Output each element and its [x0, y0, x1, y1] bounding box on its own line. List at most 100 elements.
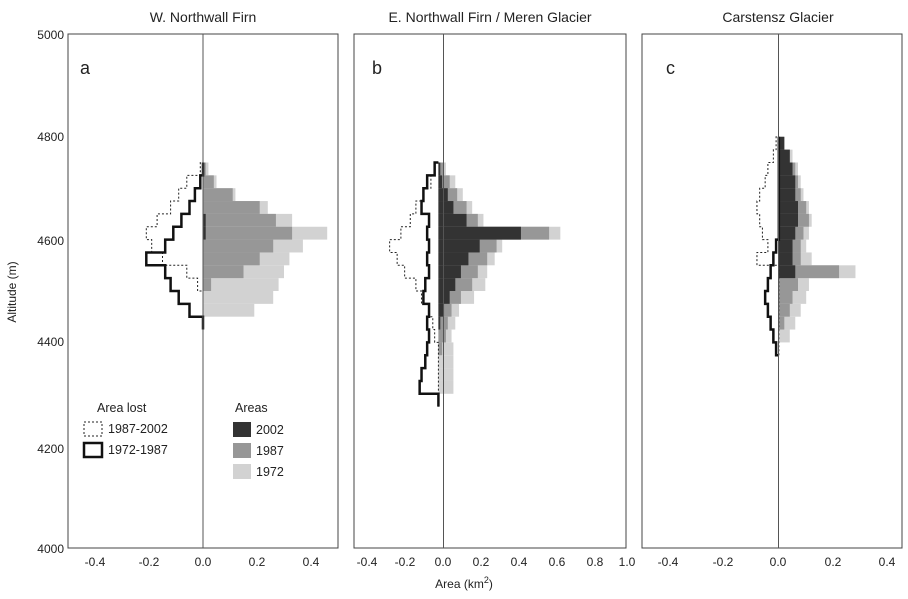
area-bar-1987 — [778, 316, 785, 330]
x-tick-label: 0.4 — [879, 555, 896, 569]
y-tick-label: 4800 — [37, 130, 64, 144]
legend-title-area-lost: Area lost — [97, 401, 147, 415]
x-tick-labels: -0.4 -0.2 0.0 0.2 0.4 — [85, 555, 320, 569]
legend-swatch-2002 — [233, 422, 251, 437]
area-bar-2002 — [778, 201, 798, 214]
area-bar-2002 — [438, 265, 461, 279]
area-bar-2002 — [438, 252, 469, 266]
area-bar-2002 — [438, 278, 456, 291]
area-bar-2002 — [778, 239, 793, 253]
area-bar-2002 — [203, 213, 206, 227]
area-bar-2002 — [778, 162, 793, 176]
area-bar-1987 — [203, 175, 214, 189]
legend-label-lost-solid: 1972-1987 — [108, 443, 168, 457]
legend-label-1972: 1972 — [256, 465, 284, 479]
area-lost-outlines — [145, 162, 205, 330]
area-bar-1987 — [438, 329, 446, 343]
x-tick-label: 0.0 — [435, 555, 452, 569]
x-tick-label: -0.2 — [139, 555, 160, 569]
y-tick-labels: 4000 4200 4400 4600 4800 5000 — [37, 28, 64, 556]
area-bar-1987 — [778, 291, 793, 304]
area-bar-1987 — [438, 162, 445, 176]
x-tick-label: 0.0 — [195, 555, 212, 569]
area-bar-2002 — [778, 213, 798, 227]
area-bar-1972 — [438, 342, 454, 356]
y-tick-label: 4600 — [37, 234, 64, 248]
area-bar-2002 — [438, 162, 441, 176]
x-tick-label: 0.2 — [473, 555, 490, 569]
panel-c: Carstensz Glacier c -0.4 -0.2 0.0 0.2 0.… — [641, 9, 903, 569]
panel-letter: b — [372, 58, 382, 78]
panel-letter: c — [666, 58, 675, 78]
area-bar-2002 — [778, 265, 796, 279]
x-tick-labels: -0.4 -0.2 0.0 0.2 0.4 — [658, 555, 896, 569]
legend: Area lost 1987-2002 1972-1987 Areas 2002… — [82, 401, 284, 479]
panel-frame — [641, 33, 903, 549]
area-lost-1972-1987-outline — [145, 162, 205, 330]
area-bar-1987 — [203, 239, 274, 253]
area-bar-1987 — [203, 265, 244, 279]
area-lost-1987-2002-outline — [756, 136, 780, 356]
area-bar-1987 — [203, 201, 260, 214]
x-tick-label: -0.2 — [395, 555, 416, 569]
area-bar-1972 — [438, 355, 454, 369]
area-bar-1972 — [438, 380, 454, 394]
legend-title-areas: Areas — [235, 401, 268, 415]
area-bar-1987 — [203, 252, 260, 266]
area-bars — [203, 162, 328, 317]
x-tick-label: -0.4 — [658, 555, 679, 569]
area-bar-2002 — [438, 316, 441, 330]
area-bar-2002 — [438, 213, 467, 227]
x-tick-label: 0.0 — [770, 555, 787, 569]
x-axis-title-sup: 2 — [484, 575, 489, 585]
panel-title: E. Northwall Firn / Meren Glacier — [388, 9, 591, 25]
x-tick-label: 0.6 — [549, 555, 566, 569]
x-tick-label: -0.4 — [85, 555, 106, 569]
area-bar-2002 — [778, 136, 785, 150]
area-bar-2002 — [438, 175, 443, 189]
area-bar-1972 — [438, 368, 454, 381]
x-tick-label: 0.2 — [825, 555, 842, 569]
area-bar-1987 — [203, 188, 233, 202]
legend-swatch-1972 — [233, 464, 251, 479]
area-bar-1987 — [203, 162, 206, 176]
area-bar-1972 — [778, 329, 790, 343]
y-tick-label: 4200 — [37, 442, 64, 456]
panel-b: E. Northwall Firn / Meren Glacier b -0.4… — [353, 9, 636, 569]
area-bar-2002 — [438, 201, 454, 214]
area-bar-2002 — [438, 291, 450, 304]
panel-a: W. Northwall Firn a -0.4 -0.2 0.0 0.2 0.… — [67, 9, 339, 569]
x-tick-label: 0.4 — [303, 555, 320, 569]
area-bar-2002 — [438, 239, 480, 253]
area-lost-1972-1987-outline — [418, 161, 440, 407]
x-tick-label: 0.2 — [249, 555, 266, 569]
area-lost-outlines — [389, 161, 440, 407]
area-bar-2002 — [778, 149, 790, 163]
x-tick-label: 1.0 — [619, 555, 636, 569]
area-bar-1987 — [203, 213, 276, 227]
panel-title: W. Northwall Firn — [150, 9, 257, 25]
legend-swatch-1987 — [233, 443, 251, 458]
y-tick-label: 4000 — [37, 542, 64, 556]
area-bar-1987 — [438, 342, 443, 356]
area-bar-2002 — [438, 226, 521, 240]
area-bar-1987 — [778, 303, 790, 317]
x-tick-label: -0.4 — [357, 555, 378, 569]
legend-label-1987: 1987 — [256, 444, 284, 458]
legend-label-lost-dotted: 1987-2002 — [108, 422, 168, 436]
area-bar-1972 — [203, 278, 279, 291]
area-bar-1987 — [438, 175, 450, 189]
x-axis-title: Area (km2) — [435, 575, 493, 591]
area-bar-2002 — [438, 303, 445, 317]
x-axis-title-main: Area (km — [435, 577, 484, 591]
y-tick-label: 4400 — [37, 335, 64, 349]
area-bar-2002 — [203, 226, 206, 240]
area-bar-1987 — [778, 278, 798, 291]
legend-swatch-lost-solid — [82, 441, 104, 459]
area-bar-2002 — [778, 252, 793, 266]
x-tick-labels: -0.4 -0.2 0.0 0.2 0.4 0.6 0.8 1.0 — [357, 555, 636, 569]
area-bar-1972 — [203, 303, 255, 317]
area-bar-1972 — [203, 291, 274, 304]
area-bars — [778, 136, 856, 343]
